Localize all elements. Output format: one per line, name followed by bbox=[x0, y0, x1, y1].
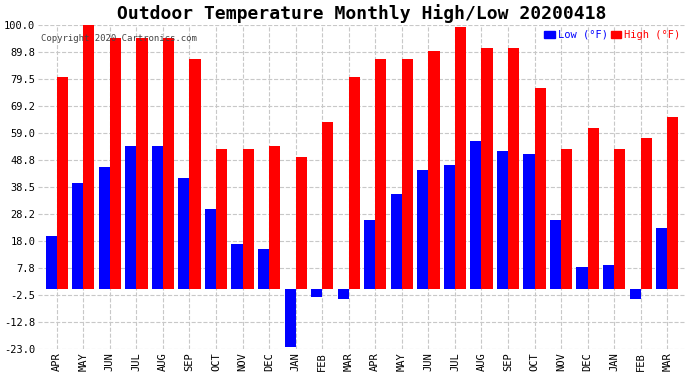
Bar bbox=[126, 146, 137, 289]
Bar bbox=[391, 194, 402, 289]
Bar bbox=[311, 289, 322, 297]
Bar bbox=[535, 88, 546, 289]
Bar bbox=[629, 289, 641, 299]
Bar bbox=[99, 167, 110, 289]
Bar bbox=[482, 48, 493, 289]
Bar bbox=[337, 289, 348, 299]
Bar bbox=[471, 141, 482, 289]
Bar bbox=[614, 149, 625, 289]
Title: Outdoor Temperature Monthly High/Low 20200418: Outdoor Temperature Monthly High/Low 202… bbox=[117, 4, 607, 23]
Bar bbox=[508, 48, 519, 289]
Bar bbox=[190, 59, 201, 289]
Bar bbox=[216, 149, 227, 289]
Text: Copyright 2020 Cartronics.com: Copyright 2020 Cartronics.com bbox=[41, 34, 197, 44]
Bar bbox=[178, 178, 190, 289]
Bar bbox=[243, 149, 254, 289]
Bar bbox=[269, 146, 280, 289]
Bar bbox=[231, 244, 243, 289]
Bar bbox=[137, 38, 148, 289]
Bar bbox=[656, 228, 667, 289]
Bar bbox=[258, 249, 269, 289]
Bar bbox=[322, 122, 333, 289]
Bar bbox=[641, 138, 652, 289]
Legend: Low (°F), High (°F): Low (°F), High (°F) bbox=[540, 26, 684, 44]
Bar bbox=[295, 157, 307, 289]
Bar bbox=[110, 38, 121, 289]
Bar bbox=[455, 27, 466, 289]
Bar bbox=[57, 78, 68, 289]
Bar bbox=[550, 220, 561, 289]
Bar bbox=[417, 170, 428, 289]
Bar bbox=[667, 117, 678, 289]
Bar bbox=[576, 267, 588, 289]
Bar bbox=[364, 220, 375, 289]
Bar bbox=[348, 78, 360, 289]
Bar bbox=[205, 210, 216, 289]
Bar bbox=[284, 289, 295, 346]
Bar bbox=[152, 146, 163, 289]
Bar bbox=[444, 165, 455, 289]
Bar bbox=[561, 149, 572, 289]
Bar bbox=[588, 128, 599, 289]
Bar bbox=[72, 183, 83, 289]
Bar bbox=[497, 152, 508, 289]
Bar bbox=[603, 265, 614, 289]
Bar bbox=[524, 154, 535, 289]
Bar bbox=[83, 25, 95, 289]
Bar bbox=[46, 236, 57, 289]
Bar bbox=[428, 51, 440, 289]
Bar bbox=[402, 59, 413, 289]
Bar bbox=[163, 38, 174, 289]
Bar bbox=[375, 59, 386, 289]
